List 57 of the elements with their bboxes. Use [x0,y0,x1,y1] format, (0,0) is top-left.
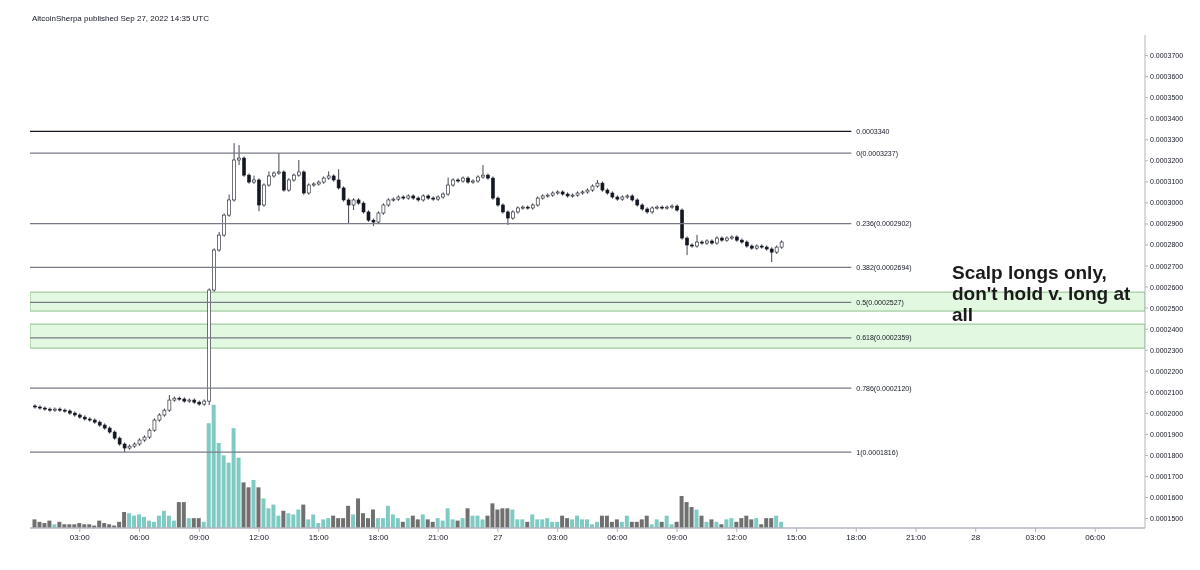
x-tick-label: 21:00 [428,532,449,542]
bar [774,515,779,528]
x-tick-label: 03:00 [547,532,569,542]
x-tick-label: 15:00 [308,532,330,542]
x-tick-label: 15:00 [786,532,808,542]
bar [644,515,649,528]
x-tick-label: 06:00 [607,532,628,542]
bar [301,504,306,528]
bar [614,519,619,528]
x-tick-label: 03:00 [69,532,91,542]
bar [475,515,480,528]
bar [530,514,535,528]
x-tick-label: 27 [493,532,503,542]
x-tick-label: 18:00 [846,532,867,542]
bar [370,509,375,528]
bar [356,498,361,528]
bar [420,514,425,528]
bar [654,519,659,528]
bar [560,515,565,528]
x-tick-label: 12:00 [726,532,748,542]
bar [196,518,201,528]
bar [724,519,729,528]
x-tick-label: 12:00 [248,532,270,542]
bar [465,508,470,528]
annotation: Scalp longs only, don't hold v. long at all [952,262,1132,325]
x-tick-label: 03:00 [1025,532,1047,542]
chart-subtitle: AltcoinSherpa published Sep 27, 2022 14:35 UTC [32,14,210,23]
bar [415,519,420,528]
bar [694,509,699,528]
bar [256,487,261,528]
bar [624,515,629,528]
x-tick-label: 21:00 [906,532,927,542]
bar [281,510,286,528]
x-tick-label: 06:00 [129,532,151,542]
x-tick-label: 09:00 [189,532,210,542]
bar [570,519,575,528]
bar [261,498,266,528]
bar [251,479,256,528]
bar [127,513,132,528]
bar [754,518,759,528]
bar [699,515,704,528]
bar [186,518,191,528]
x-tick-label: 06:00 [1085,532,1106,542]
bar [709,519,714,528]
bar [32,519,37,528]
bar [286,513,291,528]
bar [331,515,336,528]
x-tick-label: 28 [971,532,981,542]
bar [510,509,515,528]
x-tick-label: 09:00 [667,532,688,542]
bar [351,514,356,528]
bar [480,519,485,528]
bar [181,502,186,528]
bar [395,518,400,528]
x-tick-label: 18:00 [368,532,389,542]
bar [460,518,465,528]
bar [405,518,410,528]
